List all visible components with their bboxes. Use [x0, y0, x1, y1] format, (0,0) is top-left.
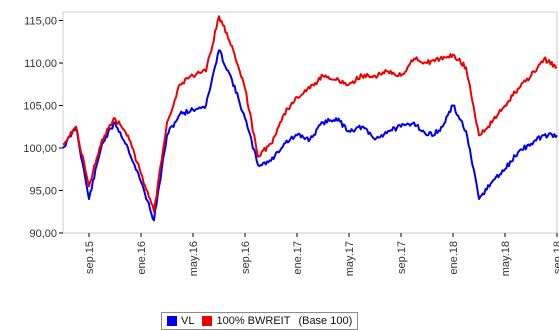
y-tick-label: 105,00 [23, 101, 57, 113]
y-tick-label: 90,00 [29, 228, 57, 240]
legend-note: (Base 100) [298, 315, 353, 327]
x-tick-label: ene.17 [292, 241, 304, 275]
x-tick-label: may.16 [188, 241, 200, 276]
legend-label-bwreit: 100% BWREIT [216, 315, 291, 327]
y-ticks: 90,00 95,00 100,00 105,00 110,00 115,00 [23, 16, 63, 240]
x-ticks: sep.15 ene.16 may.16 sep.16 ene.17 may.17 sep.… [84, 233, 559, 276]
legend-swatch-bwreit [202, 316, 213, 326]
x-tick-label: sep.16 [240, 241, 252, 274]
y-tick-label: 110,00 [24, 58, 57, 70]
series-layer [62, 15, 558, 222]
x-tick-label: may.17 [344, 241, 356, 276]
y-tick-label: 95,00 [29, 186, 57, 198]
legend: VL 100% BWREIT (Base 100) [161, 312, 359, 330]
series-line-vl [62, 49, 558, 222]
plot-area-frame [62, 11, 558, 234]
x-tick-label: ene.18 [448, 241, 460, 275]
y-tick-label: 115,00 [24, 16, 57, 28]
x-tick-label: sep.17 [396, 241, 408, 274]
legend-swatch-vl [167, 316, 177, 326]
x-tick-label: ene.16 [136, 241, 148, 275]
x-tick-label: sep.15 [84, 241, 96, 274]
x-tick-label: sep.18 [552, 241, 559, 274]
x-tick-label: may.18 [500, 241, 512, 276]
y-tick-label: 100,00 [23, 143, 57, 155]
series-line-bwreit [62, 15, 558, 213]
legend-label-vl: VL [181, 315, 195, 327]
